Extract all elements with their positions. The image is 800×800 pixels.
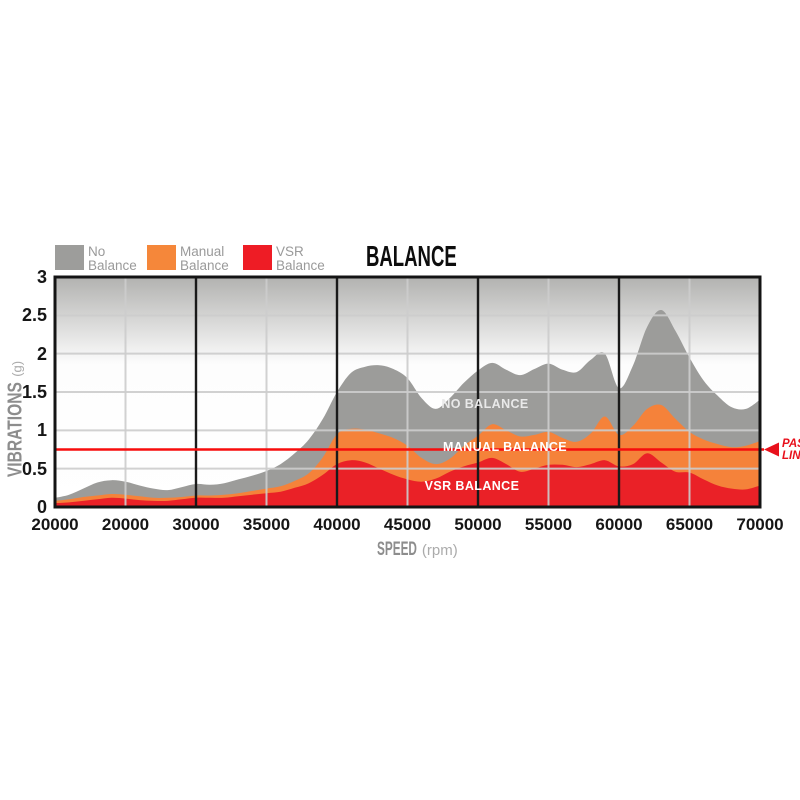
y-tick-label: 1 [36,420,47,441]
x-tick-label: 40000 [313,515,361,534]
legend-item-no-balance: No Balance [55,245,137,272]
legend-item-vsr-balance: VSR Balance [243,245,325,272]
manual-balance-swatch [147,245,176,270]
x-tick-label: 30000 [172,515,220,534]
y-tick-label: 0.5 [21,458,47,479]
x-tick-label: 65000 [665,515,714,534]
area-label: VSR BALANCE [425,479,520,493]
pass-line-arrow-icon [764,442,779,457]
x-tick-label: 70000 [736,515,784,534]
y-tick-label: 0 [36,497,47,517]
pass-line-label: LINE [782,450,800,462]
area-label: MANUAL BALANCE [443,440,567,454]
pass-line-label: PASS [782,438,800,450]
legend-label: Manual Balance [180,244,229,273]
y-tick-label: 1.5 [21,382,47,402]
x-axis-unit: (rpm) [421,542,458,559]
legend-item-manual-balance: Manual Balance [147,245,229,272]
x-tick-label: 20000 [31,515,79,534]
y-tick-label: 2 [36,343,47,364]
legend-label: No Balance [88,244,137,273]
y-tick-label: 3 [36,267,47,287]
no-balance-swatch [55,245,84,270]
legend-label: VSR Balance [276,244,325,273]
page-title: BALANCE [366,241,457,273]
x-axis-word: SPEED [377,539,417,560]
x-tick-label: 45000 [383,515,432,534]
x-axis-title: SPEED (rpm) [377,539,458,561]
area-label: NO BALANCE [441,397,528,411]
vsr-balance-swatch [243,245,272,270]
x-tick-label: 55000 [524,515,573,534]
y-tick-label: 2.5 [21,305,47,326]
x-tick-label: 20000 [101,515,150,534]
x-tick-label: 60000 [595,515,643,534]
x-tick-label: 35000 [242,515,291,534]
x-tick-label: 50000 [454,515,502,534]
balance-area-chart: PASSLINE NO BALANCE MANUAL BALANCE VSR BALA… [53,275,800,509]
